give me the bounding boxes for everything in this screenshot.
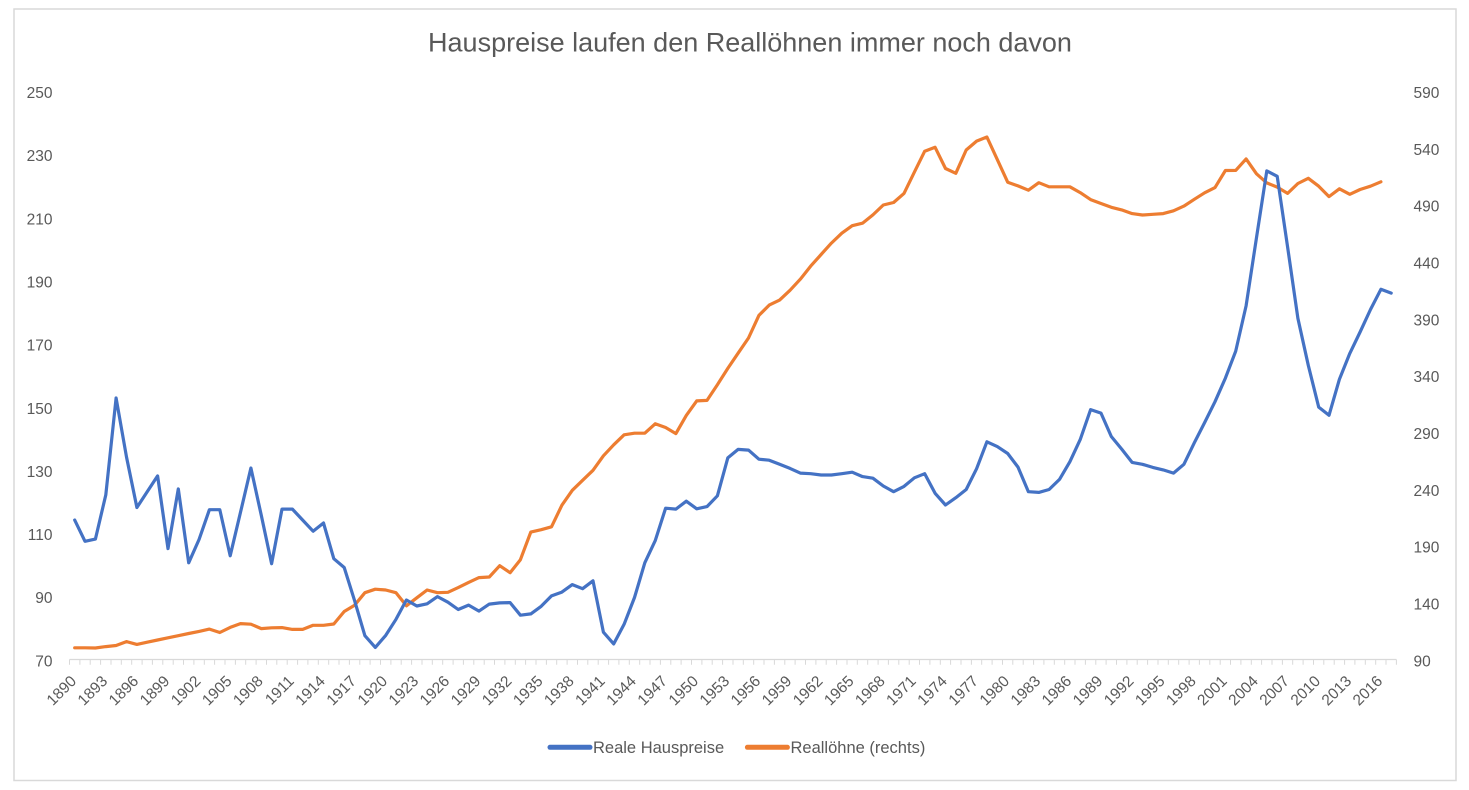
svg-text:1998: 1998 bbox=[1163, 673, 1199, 709]
svg-text:1899: 1899 bbox=[137, 673, 173, 709]
svg-text:210: 210 bbox=[27, 211, 53, 228]
svg-text:2004: 2004 bbox=[1225, 673, 1262, 710]
svg-text:1995: 1995 bbox=[1132, 673, 1168, 709]
svg-text:340: 340 bbox=[1414, 369, 1440, 386]
svg-text:1959: 1959 bbox=[759, 673, 795, 709]
svg-text:110: 110 bbox=[28, 527, 53, 544]
svg-text:70: 70 bbox=[35, 653, 53, 670]
svg-text:90: 90 bbox=[1414, 653, 1432, 670]
svg-text:440: 440 bbox=[1414, 255, 1440, 272]
svg-text:1920: 1920 bbox=[355, 673, 392, 710]
svg-text:1935: 1935 bbox=[510, 673, 546, 709]
svg-text:1950: 1950 bbox=[666, 673, 703, 710]
svg-text:1968: 1968 bbox=[852, 673, 888, 709]
svg-text:390: 390 bbox=[1414, 312, 1440, 329]
svg-text:1896: 1896 bbox=[106, 673, 142, 709]
svg-text:1971: 1971 bbox=[883, 673, 919, 709]
svg-text:Reallöhne (rechts): Reallöhne (rechts) bbox=[791, 739, 926, 757]
svg-text:490: 490 bbox=[1414, 199, 1440, 216]
svg-text:1965: 1965 bbox=[821, 673, 857, 709]
svg-text:150: 150 bbox=[27, 401, 53, 418]
svg-text:1926: 1926 bbox=[417, 673, 453, 709]
svg-text:1938: 1938 bbox=[541, 673, 577, 709]
svg-text:1902: 1902 bbox=[168, 673, 204, 709]
svg-text:2016: 2016 bbox=[1350, 673, 1386, 709]
svg-text:250: 250 bbox=[27, 85, 53, 102]
svg-text:1947: 1947 bbox=[635, 673, 671, 709]
svg-text:1908: 1908 bbox=[230, 673, 266, 709]
svg-text:140: 140 bbox=[1414, 597, 1440, 614]
svg-text:1917: 1917 bbox=[324, 673, 360, 709]
svg-text:1941: 1941 bbox=[572, 673, 608, 709]
svg-text:2010: 2010 bbox=[1288, 673, 1325, 710]
svg-text:230: 230 bbox=[27, 148, 53, 165]
svg-text:1962: 1962 bbox=[790, 673, 826, 709]
svg-text:1890: 1890 bbox=[44, 673, 81, 710]
svg-text:1986: 1986 bbox=[1039, 673, 1075, 709]
svg-text:1953: 1953 bbox=[697, 673, 733, 709]
svg-text:1980: 1980 bbox=[977, 673, 1014, 710]
svg-text:1893: 1893 bbox=[75, 673, 111, 709]
svg-text:1905: 1905 bbox=[199, 673, 235, 709]
svg-text:1914: 1914 bbox=[292, 673, 329, 710]
svg-text:1992: 1992 bbox=[1101, 673, 1137, 709]
svg-text:1977: 1977 bbox=[946, 673, 982, 709]
svg-text:1956: 1956 bbox=[728, 673, 764, 709]
svg-text:590: 590 bbox=[1414, 85, 1440, 102]
svg-text:540: 540 bbox=[1414, 142, 1440, 159]
svg-text:1911: 1911 bbox=[262, 673, 298, 709]
svg-text:Hauspreise laufen den Reallöhn: Hauspreise laufen den Reallöhnen immer n… bbox=[428, 28, 1072, 58]
svg-text:90: 90 bbox=[35, 590, 53, 607]
svg-text:2013: 2013 bbox=[1319, 673, 1355, 709]
svg-text:1932: 1932 bbox=[479, 673, 515, 709]
svg-text:190: 190 bbox=[27, 274, 53, 291]
svg-text:1929: 1929 bbox=[448, 673, 484, 709]
svg-text:170: 170 bbox=[27, 338, 53, 355]
svg-text:1944: 1944 bbox=[603, 673, 640, 710]
svg-text:1923: 1923 bbox=[386, 673, 422, 709]
svg-text:190: 190 bbox=[1414, 540, 1440, 557]
svg-text:1989: 1989 bbox=[1070, 673, 1106, 709]
svg-text:2001: 2001 bbox=[1194, 673, 1230, 709]
svg-text:1974: 1974 bbox=[914, 673, 951, 710]
svg-text:1983: 1983 bbox=[1008, 673, 1044, 709]
svg-text:2007: 2007 bbox=[1257, 673, 1293, 709]
svg-text:240: 240 bbox=[1414, 483, 1440, 500]
svg-text:130: 130 bbox=[27, 464, 53, 481]
svg-text:Reale Hauspreise: Reale Hauspreise bbox=[593, 739, 724, 757]
svg-text:290: 290 bbox=[1414, 426, 1440, 443]
